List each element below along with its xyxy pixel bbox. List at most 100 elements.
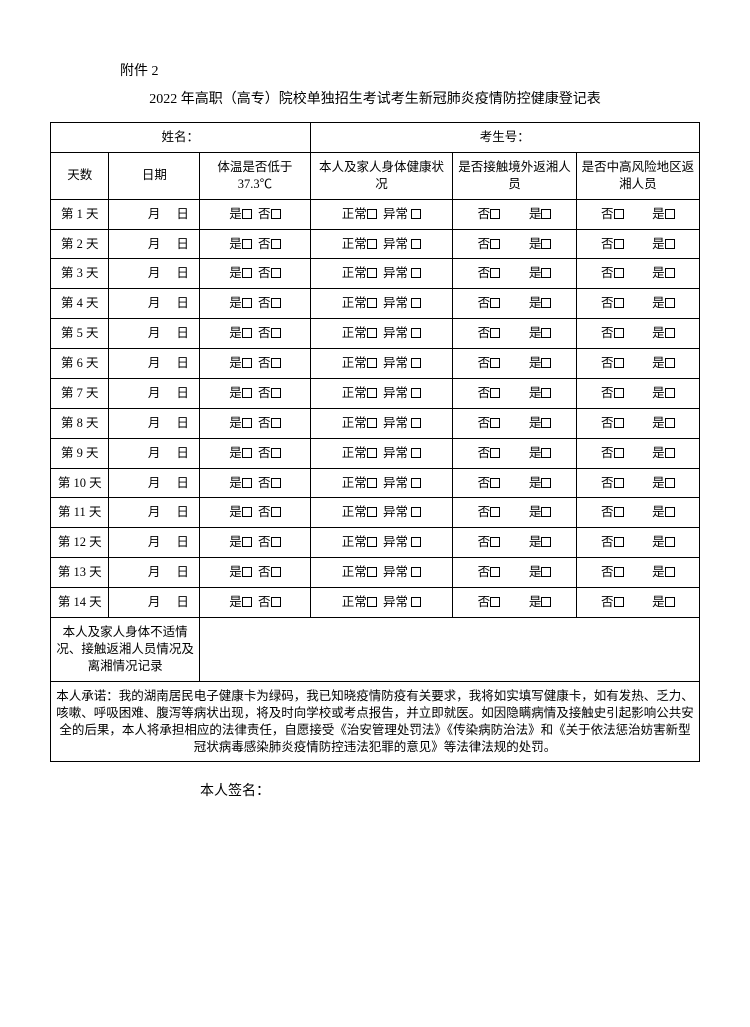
date-field[interactable]: 月日 (109, 199, 200, 229)
contact-field[interactable]: 否是 (453, 468, 576, 498)
health-field[interactable]: 正常 异常 (310, 408, 453, 438)
temp-field[interactable]: 是 否 (200, 558, 310, 588)
health-field[interactable]: 正常 异常 (310, 588, 453, 618)
day-row: 第 6 天月日是 否正常 异常 否是否是 (51, 349, 700, 379)
day-label: 第 11 天 (51, 498, 109, 528)
day-label: 第 1 天 (51, 199, 109, 229)
pledge-row: 本人承诺：我的湖南居民电子健康卡为绿码，我已知晓疫情防疫有关要求，我将如实填写健… (51, 681, 700, 762)
date-field[interactable]: 月日 (109, 378, 200, 408)
contact-field[interactable]: 否是 (453, 259, 576, 289)
health-field[interactable]: 正常 异常 (310, 498, 453, 528)
health-field[interactable]: 正常 异常 (310, 468, 453, 498)
day-row: 第 14 天月日是 否正常 异常 否是否是 (51, 588, 700, 618)
date-field[interactable]: 月日 (109, 558, 200, 588)
risk-field[interactable]: 否是 (576, 289, 699, 319)
day-row: 第 11 天月日是 否正常 异常 否是否是 (51, 498, 700, 528)
risk-field[interactable]: 否是 (576, 528, 699, 558)
day-row: 第 7 天月日是 否正常 异常 否是否是 (51, 378, 700, 408)
day-label: 第 10 天 (51, 468, 109, 498)
contact-field[interactable]: 否是 (453, 498, 576, 528)
document-title: 2022 年高职（高专）院校单独招生考试考生新冠肺炎疫情防控健康登记表 (50, 88, 700, 108)
day-row: 第 4 天月日是 否正常 异常 否是否是 (51, 289, 700, 319)
risk-field[interactable]: 否是 (576, 438, 699, 468)
date-field[interactable]: 月日 (109, 438, 200, 468)
temp-field[interactable]: 是 否 (200, 349, 310, 379)
contact-field[interactable]: 否是 (453, 289, 576, 319)
risk-field[interactable]: 否是 (576, 199, 699, 229)
pledge-text: 本人承诺：我的湖南居民电子健康卡为绿码，我已知晓疫情防疫有关要求，我将如实填写健… (51, 681, 700, 762)
contact-field[interactable]: 否是 (453, 528, 576, 558)
contact-field[interactable]: 否是 (453, 199, 576, 229)
date-field[interactable]: 月日 (109, 319, 200, 349)
hdr-temp: 体温是否低于 37.3℃ (200, 152, 310, 199)
contact-field[interactable]: 否是 (453, 378, 576, 408)
contact-field[interactable]: 否是 (453, 319, 576, 349)
name-cell[interactable]: 姓名： (51, 123, 311, 153)
day-label: 第 9 天 (51, 438, 109, 468)
temp-field[interactable]: 是 否 (200, 588, 310, 618)
risk-field[interactable]: 否是 (576, 259, 699, 289)
health-field[interactable]: 正常 异常 (310, 349, 453, 379)
date-field[interactable]: 月日 (109, 588, 200, 618)
risk-field[interactable]: 否是 (576, 408, 699, 438)
temp-field[interactable]: 是 否 (200, 229, 310, 259)
date-field[interactable]: 月日 (109, 408, 200, 438)
notes-row: 本人及家人身体不适情况、接触返湘人员情况及离湘情况记录 (51, 617, 700, 681)
header-row: 天数 日期 体温是否低于 37.3℃ 本人及家人身体健康状况 是否接触境外返湘人… (51, 152, 700, 199)
hdr-contact: 是否接触境外返湘人员 (453, 152, 576, 199)
temp-field[interactable]: 是 否 (200, 528, 310, 558)
date-field[interactable]: 月日 (109, 229, 200, 259)
hdr-health: 本人及家人身体健康状况 (310, 152, 453, 199)
hdr-days: 天数 (51, 152, 109, 199)
contact-field[interactable]: 否是 (453, 558, 576, 588)
risk-field[interactable]: 否是 (576, 498, 699, 528)
health-field[interactable]: 正常 异常 (310, 319, 453, 349)
contact-field[interactable]: 否是 (453, 408, 576, 438)
health-field[interactable]: 正常 异常 (310, 229, 453, 259)
temp-field[interactable]: 是 否 (200, 438, 310, 468)
exam-id-cell[interactable]: 考生号： (310, 123, 699, 153)
contact-field[interactable]: 否是 (453, 588, 576, 618)
temp-field[interactable]: 是 否 (200, 289, 310, 319)
contact-field[interactable]: 否是 (453, 229, 576, 259)
risk-field[interactable]: 否是 (576, 558, 699, 588)
risk-field[interactable]: 否是 (576, 468, 699, 498)
health-field[interactable]: 正常 异常 (310, 378, 453, 408)
day-row: 第 3 天月日是 否正常 异常 否是否是 (51, 259, 700, 289)
health-field[interactable]: 正常 异常 (310, 259, 453, 289)
contact-field[interactable]: 否是 (453, 438, 576, 468)
health-form-table: 姓名： 考生号： 天数 日期 体温是否低于 37.3℃ 本人及家人身体健康状况 … (50, 122, 700, 762)
health-field[interactable]: 正常 异常 (310, 438, 453, 468)
date-field[interactable]: 月日 (109, 528, 200, 558)
hdr-date: 日期 (109, 152, 200, 199)
day-row: 第 8 天月日是 否正常 异常 否是否是 (51, 408, 700, 438)
notes-field[interactable] (200, 617, 700, 681)
temp-field[interactable]: 是 否 (200, 319, 310, 349)
health-field[interactable]: 正常 异常 (310, 558, 453, 588)
health-field[interactable]: 正常 异常 (310, 528, 453, 558)
temp-field[interactable]: 是 否 (200, 199, 310, 229)
health-field[interactable]: 正常 异常 (310, 199, 453, 229)
temp-field[interactable]: 是 否 (200, 468, 310, 498)
date-field[interactable]: 月日 (109, 289, 200, 319)
risk-field[interactable]: 否是 (576, 349, 699, 379)
day-label: 第 4 天 (51, 289, 109, 319)
attachment-label: 附件 2 (120, 60, 700, 80)
signature-label[interactable]: 本人签名： (200, 780, 700, 800)
temp-field[interactable]: 是 否 (200, 259, 310, 289)
temp-field[interactable]: 是 否 (200, 378, 310, 408)
risk-field[interactable]: 否是 (576, 378, 699, 408)
hdr-risk: 是否中高风险地区返湘人员 (576, 152, 699, 199)
risk-field[interactable]: 否是 (576, 588, 699, 618)
day-label: 第 14 天 (51, 588, 109, 618)
risk-field[interactable]: 否是 (576, 319, 699, 349)
contact-field[interactable]: 否是 (453, 349, 576, 379)
temp-field[interactable]: 是 否 (200, 408, 310, 438)
date-field[interactable]: 月日 (109, 259, 200, 289)
risk-field[interactable]: 否是 (576, 229, 699, 259)
date-field[interactable]: 月日 (109, 498, 200, 528)
date-field[interactable]: 月日 (109, 468, 200, 498)
temp-field[interactable]: 是 否 (200, 498, 310, 528)
health-field[interactable]: 正常 异常 (310, 289, 453, 319)
date-field[interactable]: 月日 (109, 349, 200, 379)
